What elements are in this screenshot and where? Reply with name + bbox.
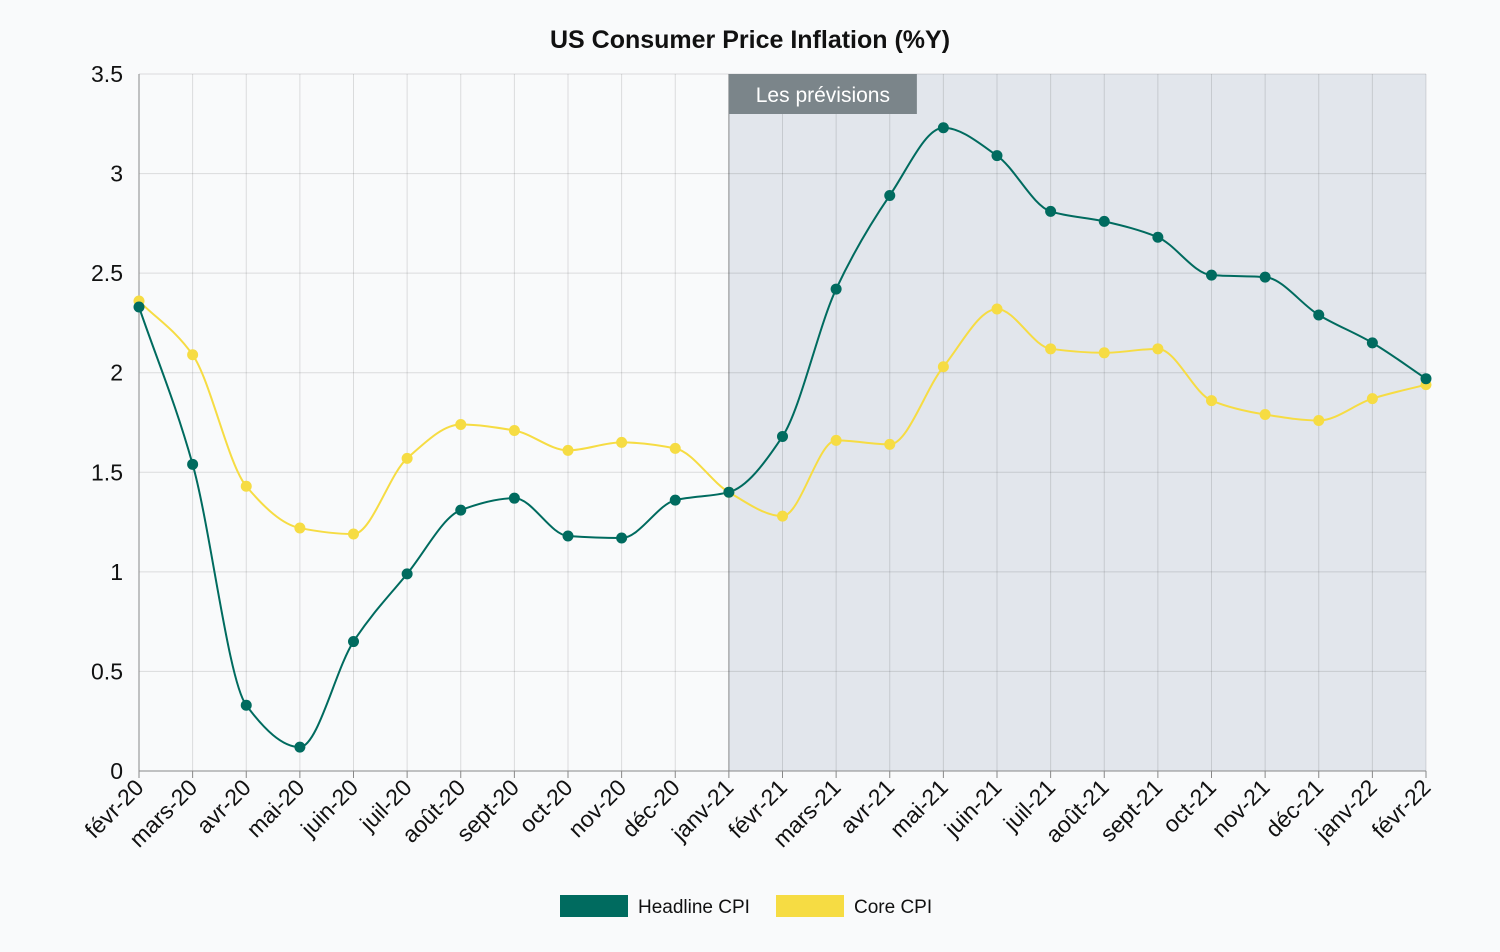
point-headline-cpi-21[interactable]	[1259, 271, 1271, 283]
forecast-label-background	[728, 74, 917, 114]
point-core-cpi-4[interactable]	[348, 528, 359, 540]
x-tick-label: févr-22	[1367, 774, 1436, 843]
legend-swatch-core-cpi[interactable]	[776, 895, 844, 917]
point-headline-cpi-0[interactable]	[133, 301, 145, 313]
point-core-cpi-9[interactable]	[616, 436, 628, 448]
axes	[138, 74, 1427, 778]
forecast-label-text: Les prévisions	[756, 84, 890, 107]
x-tick-label: nov-21	[1207, 774, 1275, 842]
point-headline-cpi-9[interactable]	[616, 532, 628, 544]
point-headline-cpi-18[interactable]	[1098, 215, 1110, 227]
point-core-cpi-8[interactable]	[562, 444, 574, 456]
point-core-cpi-16[interactable]	[991, 303, 1003, 315]
point-headline-cpi-12[interactable]	[777, 430, 788, 442]
point-headline-cpi-22[interactable]	[1313, 309, 1325, 321]
x-tick-label: juin-21	[939, 774, 1007, 842]
point-headline-cpi-1[interactable]	[187, 458, 199, 470]
y-tick-label: 0.5	[91, 658, 123, 684]
point-core-cpi-18[interactable]	[1098, 347, 1110, 359]
point-core-cpi-23[interactable]	[1366, 393, 1378, 405]
point-headline-cpi-13[interactable]	[830, 283, 842, 295]
point-headline-cpi-5[interactable]	[401, 568, 413, 580]
point-core-cpi-22[interactable]	[1313, 415, 1325, 427]
series-line-headline-cpi	[138, 126, 1427, 749]
series-points	[133, 122, 1432, 753]
x-tick-label: mai-21	[885, 774, 953, 842]
point-headline-cpi-20[interactable]	[1206, 269, 1217, 281]
forecast-label: Les prévisions	[728, 74, 917, 114]
point-headline-cpi-16[interactable]	[991, 150, 1003, 162]
point-core-cpi-2[interactable]	[240, 480, 252, 492]
point-core-cpi-10[interactable]	[669, 442, 681, 454]
point-core-cpi-5[interactable]	[401, 452, 413, 464]
legend-label-core-cpi[interactable]: Core CPI	[854, 897, 932, 918]
point-core-cpi-13[interactable]	[830, 434, 842, 446]
y-tick-label: 1.5	[91, 459, 123, 485]
y-tick-label: 3	[110, 161, 123, 187]
point-core-cpi-1[interactable]	[187, 349, 199, 361]
point-core-cpi-7[interactable]	[508, 424, 520, 436]
point-headline-cpi-4[interactable]	[348, 636, 359, 648]
point-core-cpi-12[interactable]	[777, 510, 788, 522]
point-headline-cpi-6[interactable]	[455, 504, 467, 516]
x-tick-label: juin-20	[295, 774, 363, 842]
point-headline-cpi-17[interactable]	[1045, 205, 1057, 217]
legend: Headline CPI Core CPI	[560, 895, 932, 918]
point-headline-cpi-7[interactable]	[508, 492, 520, 504]
point-core-cpi-21[interactable]	[1259, 409, 1271, 421]
x-tick-label: mai-20	[241, 774, 309, 842]
y-tick-label: 2.5	[91, 260, 123, 286]
point-headline-cpi-8[interactable]	[562, 530, 574, 542]
point-core-cpi-20[interactable]	[1206, 395, 1217, 407]
legend-swatch-headline-cpi[interactable]	[560, 895, 628, 917]
y-tick-labels: 0 0.5 1 1.5 2 2.5 3 3.5	[91, 61, 123, 784]
y-tick-label: 1	[110, 559, 123, 585]
point-headline-cpi-23[interactable]	[1366, 337, 1378, 349]
point-headline-cpi-2[interactable]	[240, 699, 252, 711]
point-headline-cpi-10[interactable]	[669, 494, 681, 506]
point-core-cpi-17[interactable]	[1045, 343, 1057, 355]
point-core-cpi-6[interactable]	[455, 418, 467, 430]
forecast-band	[728, 74, 1426, 771]
point-core-cpi-19[interactable]	[1152, 343, 1164, 355]
point-headline-cpi-11[interactable]	[723, 486, 735, 498]
point-core-cpi-15[interactable]	[937, 361, 949, 373]
point-headline-cpi-24[interactable]	[1420, 373, 1432, 385]
point-core-cpi-14[interactable]	[884, 438, 896, 450]
y-tick-label: 0	[110, 758, 123, 784]
point-headline-cpi-3[interactable]	[294, 741, 306, 753]
point-headline-cpi-14[interactable]	[884, 189, 896, 201]
legend-label-headline-cpi[interactable]: Headline CPI	[638, 897, 750, 918]
x-tick-labels: févr-20mars-20avr-20mai-20juin-20juil-20…	[80, 774, 1436, 852]
y-tick-label: 3.5	[91, 61, 123, 87]
point-core-cpi-3[interactable]	[294, 522, 306, 534]
chart-title: US Consumer Price Inflation (%Y)	[550, 26, 950, 54]
y-tick-label: 2	[110, 360, 123, 386]
point-headline-cpi-19[interactable]	[1152, 231, 1164, 243]
point-headline-cpi-15[interactable]	[937, 122, 949, 134]
x-tick-label: nov-20	[563, 774, 631, 842]
